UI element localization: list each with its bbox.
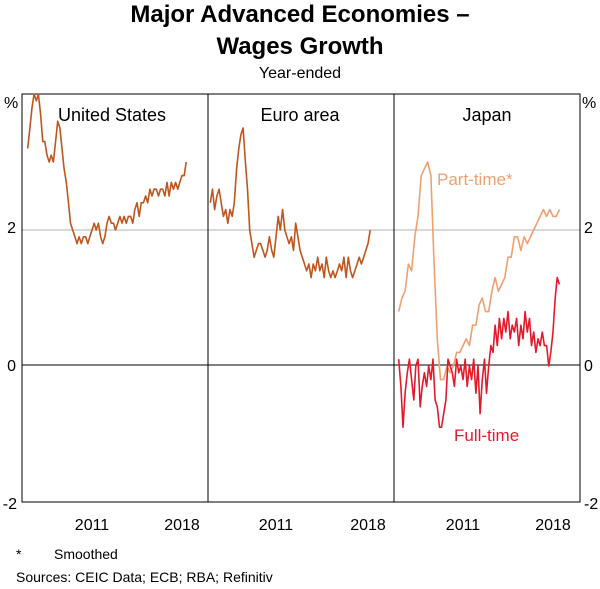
y-tick-right-neg2: -2	[584, 496, 598, 513]
x-tick-euro-2018: 2018	[350, 517, 386, 534]
series-line-part-time	[397, 161, 561, 381]
chart-title-line-1: Major Advanced Economies –	[130, 1, 469, 28]
y-tick-left-2: 2	[7, 220, 16, 237]
y-unit-right: %	[582, 95, 596, 112]
chart-subtitle: Year-ended	[259, 65, 341, 82]
annotation-full-time: Full-time	[454, 426, 519, 445]
chart-title-line-2: Wages Growth	[216, 33, 383, 60]
x-tick-euro-2011: 2011	[259, 517, 294, 534]
footnote-marker: *	[16, 546, 22, 562]
series-line-united-states	[26, 93, 187, 245]
x-tick-us-2011: 2011	[75, 517, 110, 534]
footnote-text: Smoothed	[54, 546, 118, 562]
y-tick-right-2: 2	[584, 220, 593, 237]
panel-title-euro-area: Euro area	[260, 105, 340, 125]
panel-title-japan: Japan	[462, 105, 511, 125]
sources: Sources: CEIC Data; ECB; RBA; Refinitiv	[16, 569, 273, 585]
y-unit-left: %	[4, 95, 18, 112]
x-tick-us-2018: 2018	[164, 517, 200, 534]
footnote: * Smoothed	[16, 546, 118, 562]
y-tick-left-0: 0	[7, 358, 16, 375]
series-line-euro-area	[209, 127, 371, 279]
y-tick-right-0: 0	[584, 358, 593, 375]
annotation-part-time: Part-time*	[437, 170, 513, 189]
x-tick-japan-2011: 2011	[446, 517, 481, 534]
x-tick-japan-2018: 2018	[535, 517, 571, 534]
series-line-full-time	[397, 276, 561, 429]
plot-frame	[21, 93, 581, 503]
panel-title-united-states: United States	[58, 105, 166, 125]
y-tick-left-neg2: -2	[3, 496, 17, 513]
